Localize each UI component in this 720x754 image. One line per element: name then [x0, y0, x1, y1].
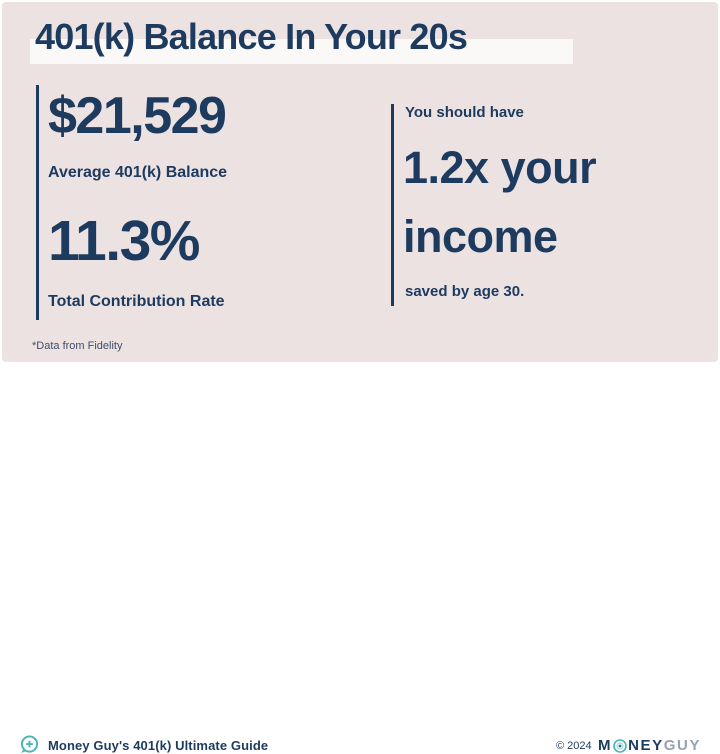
brand-letter-m: M: [598, 737, 613, 754]
copyright-text: © 2024: [556, 740, 592, 752]
benchmark-intro: You should have: [405, 104, 524, 121]
moneyguy-logo: M NEY GUY: [598, 737, 701, 754]
left-accent-bar: [36, 85, 39, 320]
benchmark-outro: saved by age 30.: [405, 283, 525, 300]
data-source-footnote: *Data from Fidelity: [32, 340, 123, 352]
contribution-rate-value: 11.3%: [48, 209, 200, 273]
money-guy-bubble-icon: [20, 735, 39, 754]
average-balance-value: $21,529: [48, 87, 227, 145]
title-highlight-band: [30, 39, 573, 64]
brand-letters-guy: GUY: [663, 737, 702, 754]
brand-letters-ney: NEY: [628, 737, 664, 754]
contribution-rate-label: Total Contribution Rate: [48, 293, 225, 310]
page-title: 401(k) Balance In Your 20s: [35, 16, 468, 57]
average-balance-label: Average 401(k) Balance: [48, 164, 228, 181]
right-accent-bar: [391, 104, 394, 306]
benchmark-highlight: 1.2x your income: [403, 142, 597, 262]
brand-o-target-icon: [613, 738, 627, 753]
footer-bar: Money Guy's 401(k) Ultimate Guide © 2024…: [0, 362, 720, 754]
guide-title: Money Guy's 401(k) Ultimate Guide: [48, 738, 269, 753]
